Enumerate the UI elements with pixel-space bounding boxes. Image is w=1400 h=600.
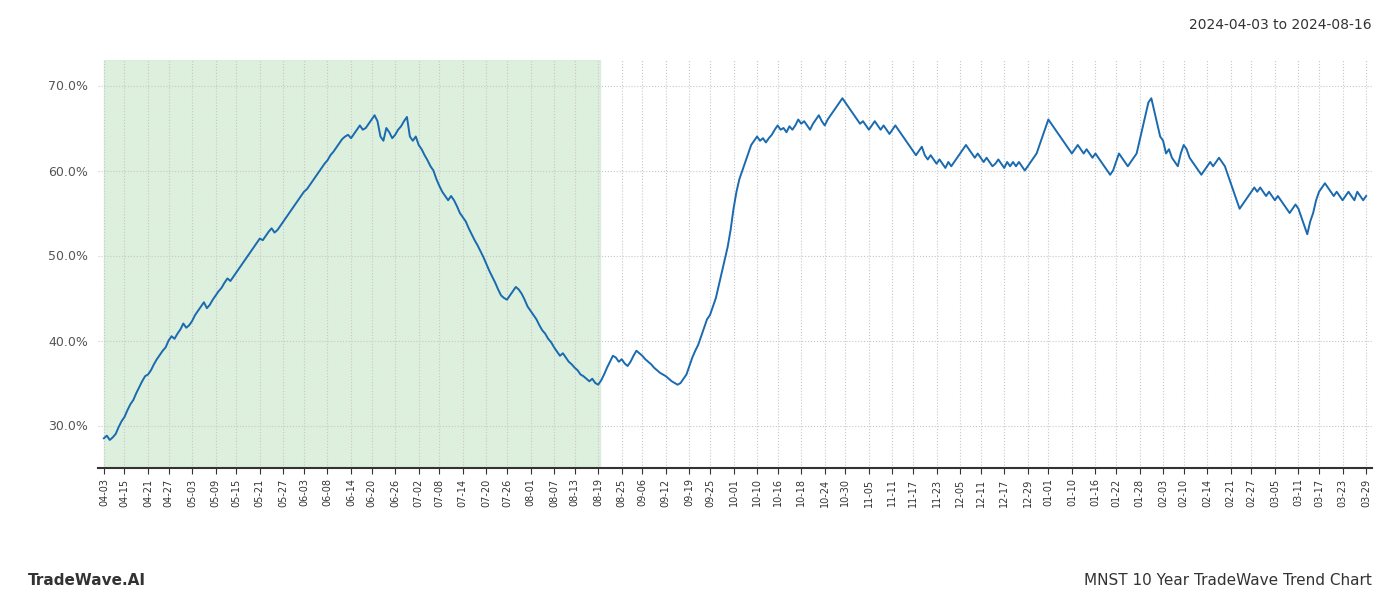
Text: MNST 10 Year TradeWave Trend Chart: MNST 10 Year TradeWave Trend Chart: [1084, 573, 1372, 588]
Text: 2024-04-03 to 2024-08-16: 2024-04-03 to 2024-08-16: [1190, 18, 1372, 32]
Bar: [104, 60, 599, 468]
Text: TradeWave.AI: TradeWave.AI: [28, 573, 146, 588]
